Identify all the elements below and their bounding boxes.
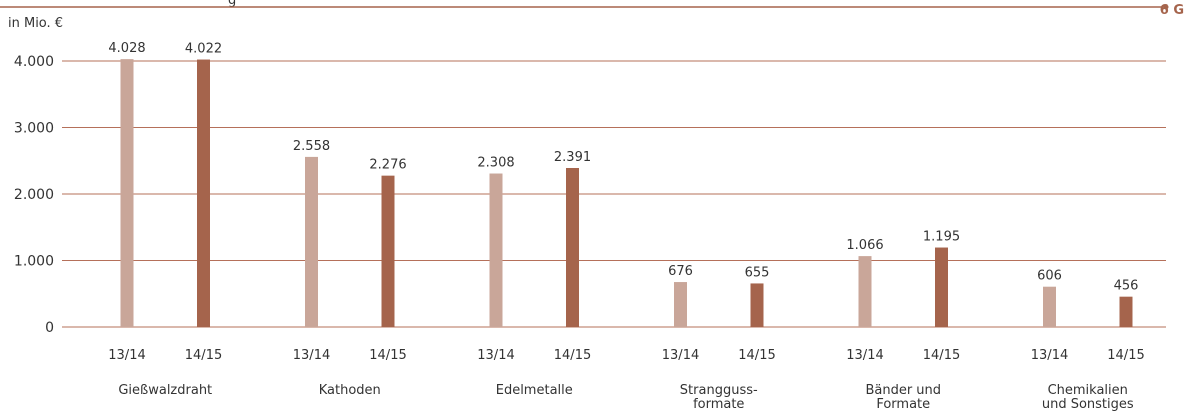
data-label: 2.276 (369, 158, 406, 173)
data-label: 1.195 (923, 230, 960, 245)
bar (935, 248, 948, 327)
x-tick-label: 13/14 (293, 348, 330, 363)
y-axis-ticks: 0 1.000 2.000 3.000 4.000 (14, 54, 54, 336)
data-label: 606 (1037, 269, 1062, 284)
x-tick-label: 13/14 (1031, 348, 1068, 363)
header-marker: 6 G (1160, 3, 1184, 18)
data-label: 676 (668, 264, 693, 279)
data-label: 2.558 (293, 139, 330, 154)
category-labels: Gießwalzdraht Kathoden Edelmetalle Stranggu… (118, 383, 1134, 412)
category-label: Chemikalien (1048, 383, 1128, 398)
data-label: 456 (1114, 279, 1139, 294)
category-label: Edelmetalle (496, 383, 573, 398)
x-tick-label: 14/15 (923, 348, 960, 363)
category-label: Bänder und (865, 383, 941, 398)
bar (674, 282, 687, 327)
y-tick-label: 3.000 (14, 121, 54, 137)
bar (197, 60, 210, 327)
data-label: 655 (745, 265, 770, 280)
category-label: und Sonstiges (1042, 397, 1134, 412)
x-tick-label: 13/14 (662, 348, 699, 363)
x-tick-label: 14/15 (369, 348, 406, 363)
data-label: 2.308 (477, 156, 514, 171)
y-tick-label: 4.000 (14, 54, 54, 70)
category-label: Gießwalzdraht (118, 383, 212, 398)
grid (62, 61, 1166, 327)
data-label: 4.028 (108, 41, 145, 56)
x-tick-label: 14/15 (554, 348, 591, 363)
x-tick-label: 13/14 (846, 348, 883, 363)
data-label: 4.022 (185, 42, 222, 57)
x-tick-label: 14/15 (185, 348, 222, 363)
unit-label: in Mio. € (8, 16, 63, 31)
bar (490, 174, 503, 327)
x-axis-ticks: 13/14 14/15 13/14 14/15 13/14 14/15 13/14 14/15… (108, 348, 1144, 363)
x-tick-label: 14/15 (1107, 348, 1144, 363)
header: g 6 G (0, 0, 1184, 18)
bar (1043, 287, 1056, 327)
bar (305, 157, 318, 327)
x-tick-label: 13/14 (108, 348, 145, 363)
bars (121, 59, 1133, 327)
y-tick-label: 1.000 (14, 254, 54, 270)
bar (566, 168, 579, 327)
data-label: 2.391 (554, 150, 591, 165)
x-tick-label: 13/14 (477, 348, 514, 363)
bar (751, 283, 764, 327)
bar (121, 59, 134, 327)
data-label: 1.066 (846, 238, 883, 253)
category-label: Formate (876, 397, 930, 412)
bar (1120, 297, 1133, 327)
data-labels: 4.028 4.022 2.558 2.276 2.308 2.391 676 655 1.06… (108, 41, 1138, 294)
category-label: Strangguss- (680, 383, 758, 398)
bar (382, 176, 395, 327)
bar (859, 256, 872, 327)
y-tick-label: 0 (45, 320, 54, 336)
x-tick-label: 14/15 (738, 348, 775, 363)
category-label: Kathoden (319, 383, 381, 398)
category-label: formate (693, 397, 744, 412)
y-tick-label: 2.000 (14, 187, 54, 203)
